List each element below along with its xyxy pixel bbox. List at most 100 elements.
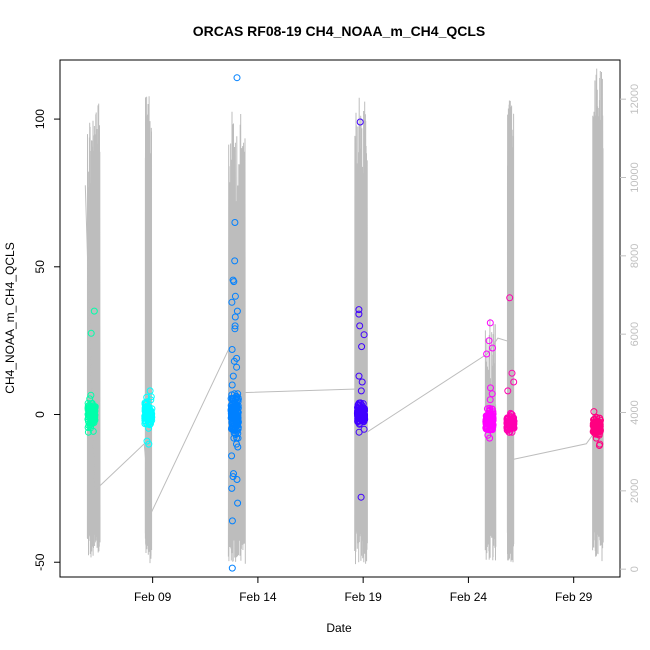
scatter-points: [84, 74, 604, 572]
data-point: [354, 416, 362, 424]
data-point-outlier: [357, 493, 365, 501]
data-point-outlier: [505, 428, 513, 436]
data-point-outlier: [84, 428, 92, 436]
data-point-outlier: [234, 499, 242, 507]
flight-points-rf08: [84, 307, 99, 436]
y2-tick-label: 4000: [629, 400, 641, 424]
data-point: [89, 419, 96, 427]
data-point: [89, 411, 97, 419]
y-tick-label: 100: [33, 109, 47, 129]
data-point-outlier: [510, 378, 518, 386]
data-point-outlier: [228, 381, 236, 389]
x-tick-label: Feb 29: [555, 590, 593, 604]
data-point: [89, 427, 97, 435]
data-point-outlier: [230, 470, 237, 478]
data-point: [504, 420, 512, 428]
data-point: [228, 414, 236, 422]
altitude-trace-rf15: [592, 68, 604, 562]
data-point-outlier: [231, 325, 239, 333]
data-point-outlier: [230, 434, 238, 442]
flight-points-rf15: [589, 408, 604, 449]
data-point: [143, 398, 151, 406]
data-point: [86, 410, 94, 417]
data-point-outlier: [360, 331, 368, 339]
data-point-outlier: [489, 344, 496, 352]
data-point: [508, 420, 516, 428]
data-point: [234, 409, 241, 416]
data-point-outlier: [355, 372, 363, 380]
data-point: [361, 415, 369, 423]
data-point: [141, 420, 149, 428]
data-point-outlier: [506, 294, 514, 302]
flight-points-rf12: [482, 319, 497, 442]
data-point-outlier: [486, 319, 494, 327]
y2-axis: 0 2000 4000 6000 8000 10000 12000: [620, 84, 641, 572]
data-point-outlier: [355, 310, 363, 318]
x-axis-label: Date: [326, 621, 352, 635]
data-point: [359, 416, 367, 424]
data-point: [483, 414, 491, 422]
y-tick-label: -50: [33, 553, 47, 571]
flight-points-rf10: [227, 74, 242, 572]
y2-tick-label: 10000: [629, 162, 641, 193]
flight-points-rf11: [353, 118, 369, 501]
plot-frame: [59, 59, 621, 578]
flight-points-rf09: [141, 387, 156, 448]
y-tick-label: 0: [33, 411, 47, 418]
x-tick-label: Feb 24: [450, 590, 488, 604]
data-point-outlier: [358, 378, 366, 386]
x-tick-label: Feb 09: [134, 590, 172, 604]
altitude-connector-line: [84, 185, 604, 517]
data-point: [233, 417, 241, 425]
data-point-outlier: [483, 350, 491, 358]
data-point-outlier: [508, 369, 516, 377]
data-point-outlier: [231, 396, 239, 404]
data-point-outlier: [231, 257, 239, 265]
data-point: [355, 414, 363, 422]
data-point-outlier: [231, 313, 239, 321]
data-point: [503, 415, 511, 423]
data-point: [145, 420, 153, 428]
data-point-outlier: [356, 322, 364, 330]
data-point-outlier: [228, 517, 236, 525]
altitude-trace-rf12: [484, 318, 497, 561]
data-point-outlier: [228, 564, 236, 572]
altitude-trace-rf10: [227, 111, 246, 564]
y-axis-label: CH4_NOAA_m_CH4_QCLS: [3, 242, 17, 393]
data-point-outlier: [145, 440, 153, 448]
data-point: [596, 426, 603, 433]
altitude-series: [84, 68, 604, 565]
data-point-outlier: [90, 307, 98, 315]
data-point-outlier: [228, 452, 236, 460]
data-point: [141, 412, 149, 420]
altitude-trace-rf13: [506, 100, 515, 563]
data-point-outlier: [233, 307, 241, 315]
data-point: [590, 421, 598, 429]
data-point-outlier: [233, 476, 241, 483]
data-point: [234, 419, 242, 427]
y2-tick-label: 12000: [629, 84, 641, 115]
data-point: [230, 426, 238, 434]
y2-tick-label: 0: [629, 566, 641, 572]
data-point-outlier: [231, 322, 239, 330]
x-tick-label: Feb 14: [239, 590, 277, 604]
data-point-outlier: [234, 443, 242, 451]
y-tick-label: 50: [33, 260, 47, 274]
y2-tick-label: 8000: [629, 244, 641, 268]
data-point-outlier: [229, 372, 237, 380]
data-point: [145, 405, 153, 413]
y-axis: -50 0 50 100: [33, 109, 60, 571]
data-point-outlier: [87, 391, 95, 399]
x-tick-label: Feb 19: [344, 590, 382, 604]
data-point-outlier: [231, 219, 239, 226]
x-axis: Feb 09 Feb 14 Feb 19 Feb 24 Feb 29: [134, 577, 593, 604]
data-point-outlier: [230, 357, 238, 365]
data-point: [507, 413, 515, 421]
data-point-outlier: [486, 396, 494, 404]
data-point-outlier: [228, 346, 236, 353]
data-point-outlier: [590, 408, 598, 416]
data-point-outlier: [87, 329, 95, 337]
y2-tick-label: 6000: [629, 322, 641, 346]
data-point-outlier: [234, 390, 242, 398]
